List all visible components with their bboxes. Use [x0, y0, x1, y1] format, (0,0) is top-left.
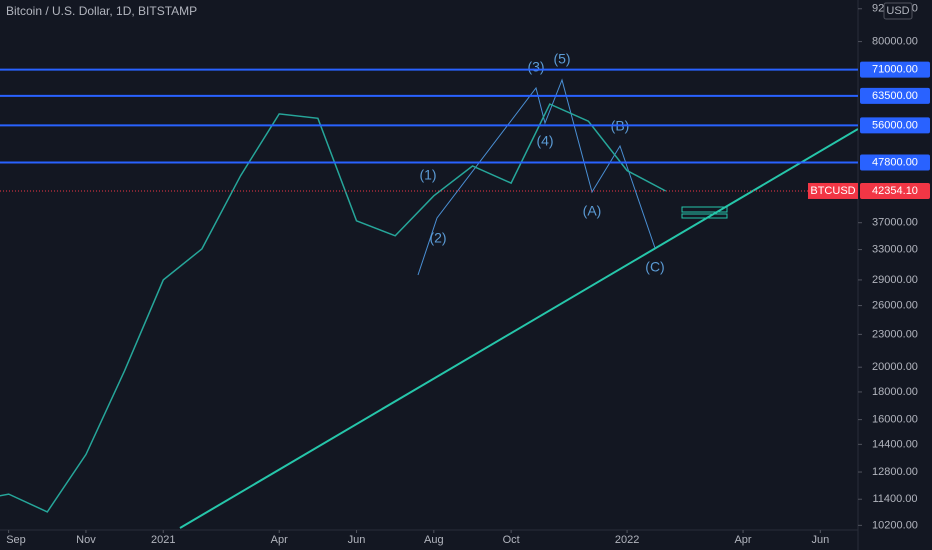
symbol-label: BTCUSD [810, 185, 855, 197]
chart-title: Bitcoin / U.S. Dollar, 1D, BITSTAMP [6, 4, 197, 18]
last-price-label: 42354.10 [872, 185, 918, 197]
level-label: 56000.00 [872, 119, 918, 131]
level-label-box [860, 61, 930, 78]
box [681, 213, 728, 219]
trendline [179, 128, 858, 529]
y-tick-label: 16000.00 [872, 414, 918, 426]
currency-label: USD [886, 5, 909, 17]
level-label: 71000.00 [872, 64, 918, 76]
y-tick-label: 12800.00 [872, 466, 918, 478]
wave-label: (A) [583, 203, 602, 219]
y-tick-label: 37000.00 [872, 217, 918, 229]
wave-label: (3) [527, 59, 544, 75]
wave-lines [417, 78, 656, 276]
y-tick-label: 23000.00 [872, 328, 918, 340]
y-tick-label: 80000.00 [872, 36, 918, 48]
x-tick-label: 2022 [615, 534, 639, 546]
x-tick-label: Apr [271, 534, 288, 546]
wave-label: (2) [429, 230, 446, 246]
price-line [0, 103, 667, 513]
x-tick-label: Jun [348, 534, 366, 546]
x-tick-label: Apr [734, 534, 751, 546]
plot [0, 78, 858, 529]
y-tick-label: 33000.00 [872, 243, 918, 255]
level-label-box [860, 117, 930, 134]
box [681, 206, 728, 213]
x-tick-label: Oct [503, 534, 520, 546]
y-tick-label: 29000.00 [872, 274, 918, 286]
wave-label: (1) [419, 167, 436, 183]
level-label: 63500.00 [872, 90, 918, 102]
level-label-box [860, 87, 930, 104]
y-tick-label: 14400.00 [872, 438, 918, 450]
y-tick-label: 11400.00 [872, 493, 917, 505]
currency-box [883, 2, 913, 20]
wave-label: (4) [536, 133, 553, 149]
wave-label: (5) [553, 51, 570, 67]
x-tick-label: Jun [811, 534, 829, 546]
x-tick-label: Sep [6, 534, 26, 546]
last-price-box [860, 182, 930, 199]
x-tick-label: Nov [76, 534, 96, 546]
wave-label: (C) [645, 259, 664, 275]
level-label: 47800.00 [872, 156, 918, 168]
y-tick-label: 20000.00 [872, 361, 918, 373]
y-tick-label: 10200.00 [872, 519, 918, 531]
symbol-box [808, 182, 858, 199]
x-tick-label: 2021 [151, 534, 175, 546]
y-tick-label: 18000.00 [872, 386, 918, 398]
x-tick-label: Aug [424, 534, 444, 546]
y-tick-label: 26000.00 [872, 299, 918, 311]
level-label-box [860, 154, 930, 171]
